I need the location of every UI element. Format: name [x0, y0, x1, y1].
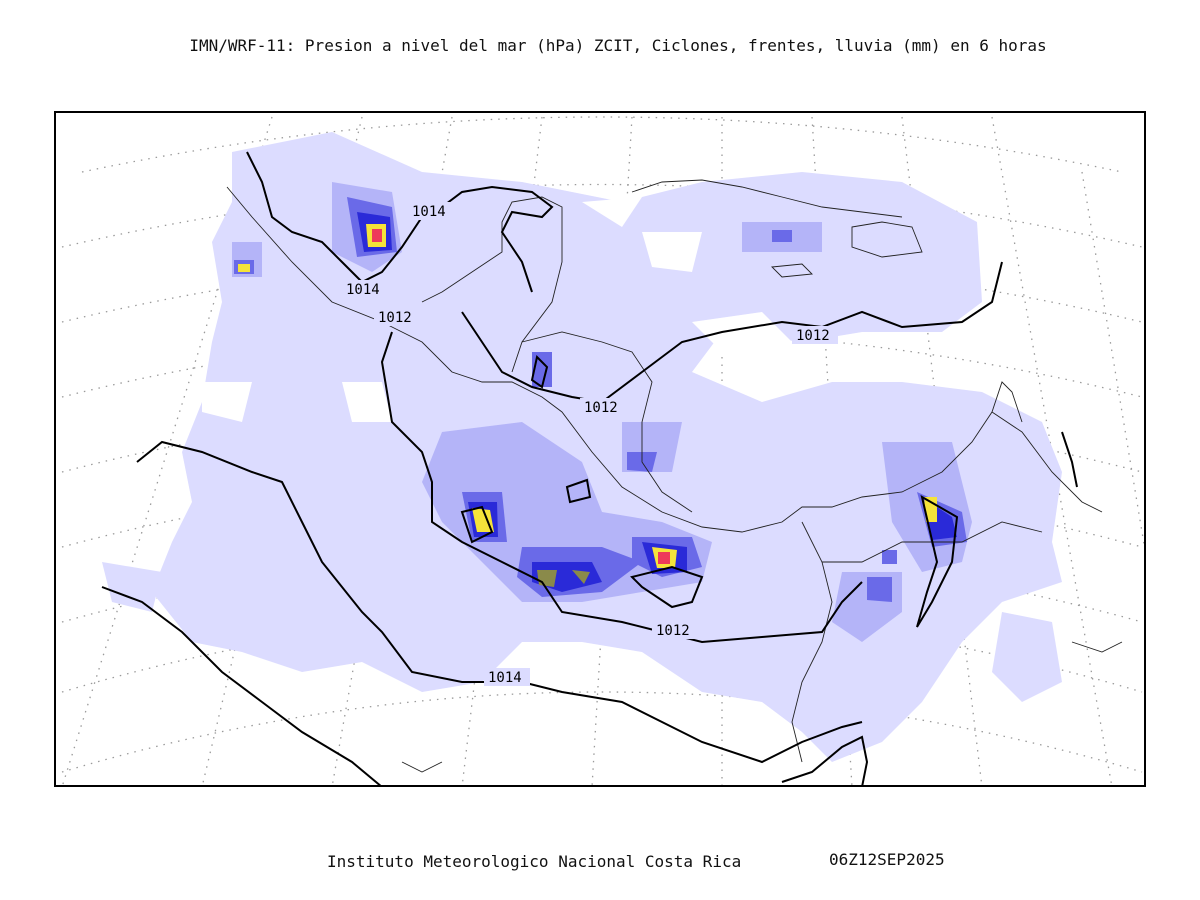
rain-core — [537, 570, 557, 587]
rain-area — [772, 230, 792, 242]
isobar-label: 1014 — [488, 670, 522, 686]
rain-area — [992, 612, 1062, 702]
rain-heavy-layer — [238, 224, 937, 587]
clear-area — [642, 232, 702, 272]
rain-core — [472, 508, 494, 532]
clear-area — [342, 382, 392, 422]
isobar-label: 1014 — [346, 282, 380, 298]
parallel-line — [61, 691, 1143, 773]
isobars — [101, 151, 1078, 785]
isobar-label: 1012 — [584, 400, 618, 416]
map-canvas: 1014 1014 1012 1012 1012 1012 1014 — [61, 116, 1144, 785]
rain-core — [238, 264, 250, 272]
isobar-1012-central — [380, 331, 863, 644]
isobar-label: 1014 — [412, 204, 446, 220]
rain-area — [882, 550, 897, 564]
isobar-1014-southwest — [101, 586, 382, 785]
meridian-line — [991, 116, 1113, 785]
isobar-loop-yucatan — [530, 354, 549, 389]
isobar-loop-sw — [565, 478, 592, 504]
coastline-yucatan — [421, 196, 563, 373]
clear-area — [692, 312, 792, 352]
isobar-loop-east — [916, 494, 959, 628]
isobar-1014-south — [136, 440, 863, 764]
coastline-islands — [401, 641, 1123, 773]
coastline-caribbean — [521, 331, 693, 513]
coastline-mexico-pacific — [226, 186, 1023, 533]
rain-core — [572, 570, 590, 584]
coastline-venezuela — [991, 411, 1103, 513]
rain-core — [372, 229, 382, 242]
coastline-jamaica — [771, 263, 813, 278]
clear-area — [582, 197, 642, 227]
coastline-hispaniola — [851, 221, 923, 258]
isobar-andes — [781, 735, 869, 785]
rain-core — [658, 552, 670, 564]
isobar-label: 1012 — [796, 328, 830, 344]
map-title: IMN/WRF-11: Presion a nivel del mar (hPa… — [189, 36, 1047, 55]
coastline-cuba — [631, 179, 903, 218]
isobar-labels: 1014 1014 1012 1012 1012 1012 1014 — [342, 202, 838, 686]
forecast-map: 1014 1014 1012 1012 1012 1012 1014 — [54, 111, 1146, 787]
isobar-label: 1012 — [656, 623, 690, 639]
meridian-line — [61, 116, 273, 785]
isobar-loop-west — [460, 505, 494, 544]
rain-area — [102, 562, 162, 612]
isobar-loop-central — [630, 565, 704, 609]
isobar-1012-gulf — [461, 261, 1003, 404]
clear-area — [202, 382, 252, 422]
isobar-label: 1012 — [378, 310, 412, 326]
coastlines — [226, 179, 1123, 773]
isobar-venezuela — [1061, 431, 1078, 488]
institution-credit: Instituto Meteorologico Nacional Costa R… — [327, 852, 742, 871]
meridian-line — [1081, 171, 1144, 548]
parallel-line — [81, 116, 1123, 173]
rain-area — [867, 577, 892, 602]
forecast-timestamp: 06Z12SEP2025 — [829, 850, 945, 869]
